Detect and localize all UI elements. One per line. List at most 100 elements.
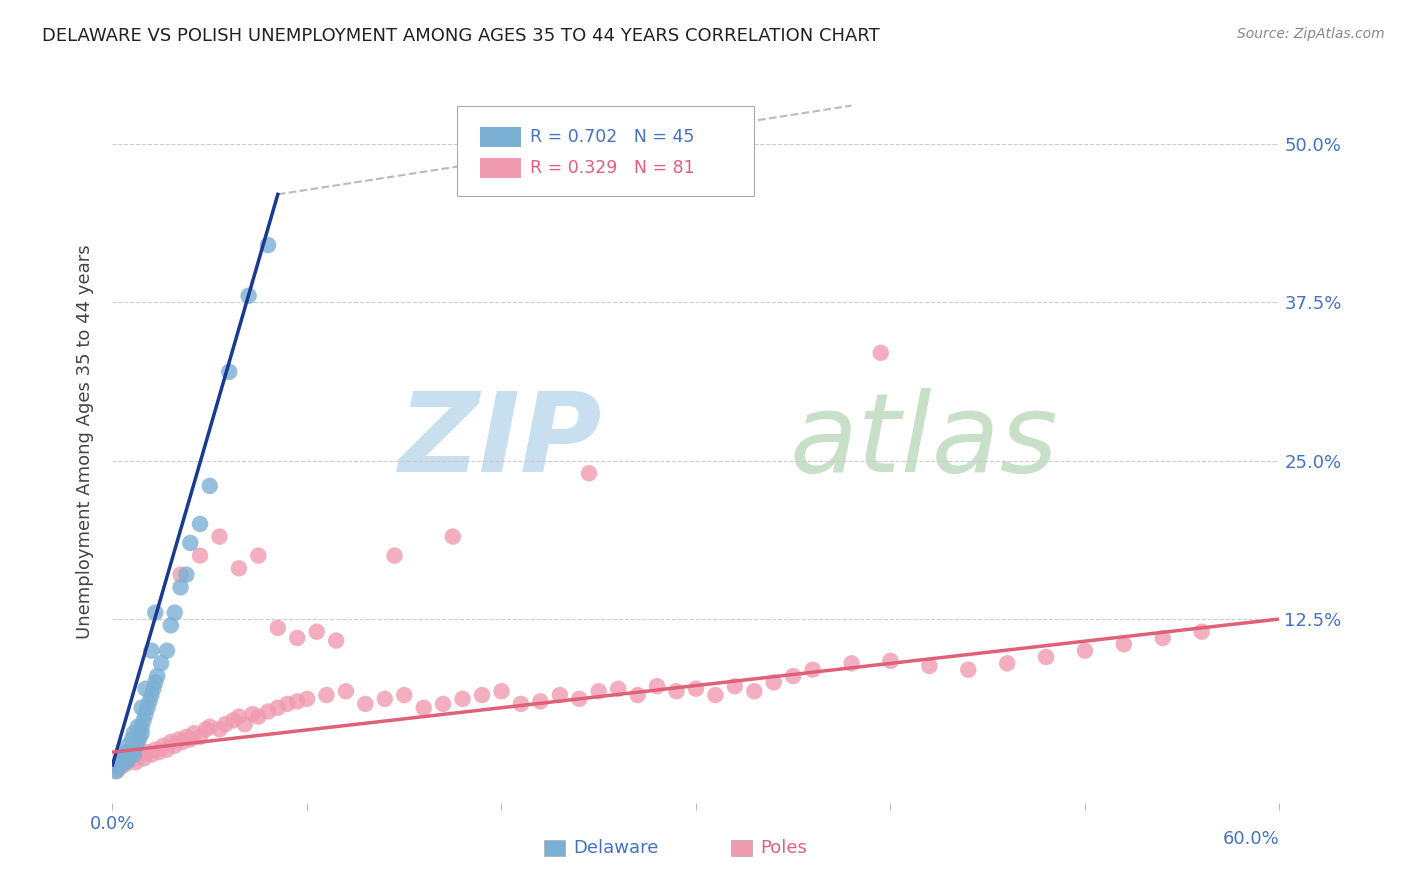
Point [1191,624,1213,639]
Point [141,747,163,762]
Text: R = 0.702   N = 45: R = 0.702 N = 45 [530,128,695,146]
Point [142,681,165,696]
Point [183,726,205,740]
Point [111,751,134,765]
Point [995,657,1018,671]
Point [143,675,166,690]
Point [176,567,198,582]
Point [150,657,173,671]
Point [548,688,571,702]
Point [782,669,804,683]
Point [167,732,190,747]
Point [194,723,217,737]
Text: Poles: Poles [761,838,807,856]
Point [132,751,155,765]
Point [121,751,143,765]
Point [188,730,211,744]
Point [214,717,236,731]
Point [276,697,298,711]
Point [188,516,211,531]
Point [107,760,129,774]
Point [918,659,941,673]
FancyBboxPatch shape [479,158,520,178]
Point [115,745,138,759]
Text: 60.0%: 60.0% [1223,830,1279,848]
Point [131,720,153,734]
Point [122,747,145,762]
Point [135,681,157,696]
Point [645,679,668,693]
FancyBboxPatch shape [457,105,755,196]
Point [156,643,179,657]
Point [247,549,270,563]
Text: atlas: atlas [789,388,1057,495]
Point [257,238,280,252]
Point [441,530,464,544]
Point [105,764,128,778]
Point [315,688,337,702]
Point [432,697,454,711]
Point [136,745,159,759]
Point [117,739,139,753]
Point [1074,643,1097,657]
Point [160,618,183,632]
Point [335,684,357,698]
Point [121,732,143,747]
Point [247,709,270,723]
Point [374,691,396,706]
FancyBboxPatch shape [479,128,520,147]
Point [163,606,186,620]
Point [218,365,240,379]
Point [285,694,308,708]
Point [509,697,531,711]
Point [607,681,630,696]
Point [685,681,707,696]
Point [143,606,166,620]
Point [233,717,256,731]
Point [762,675,785,690]
Point [146,669,169,683]
Point [491,684,513,698]
Point [744,684,766,698]
Point [879,654,901,668]
Point [801,663,824,677]
Point [257,705,280,719]
Point [160,735,183,749]
FancyBboxPatch shape [544,839,565,855]
Point [163,739,186,753]
Point [451,691,474,706]
Point [285,631,308,645]
Text: Delaware: Delaware [574,838,659,856]
Point [121,742,143,756]
Point [228,561,250,575]
Point [242,707,264,722]
Point [394,688,416,702]
Point [112,757,135,772]
Point [295,691,318,706]
Point [1112,637,1135,651]
Point [198,479,221,493]
Point [841,657,863,671]
Point [325,633,347,648]
Point [627,688,650,702]
Point [1035,650,1057,665]
Y-axis label: Unemployment Among Ages 35 to 44 years: Unemployment Among Ages 35 to 44 years [76,244,94,639]
Point [138,694,160,708]
Point [267,700,290,714]
Point [869,346,891,360]
Point [568,691,591,706]
Point [267,621,290,635]
Point [704,688,727,702]
Point [111,756,134,770]
Point [957,663,980,677]
Point [131,700,153,714]
Point [141,688,163,702]
Point [179,732,201,747]
Point [127,735,149,749]
Point [127,720,149,734]
Point [169,580,191,594]
Text: R = 0.329   N = 81: R = 0.329 N = 81 [530,159,695,177]
Point [136,700,159,714]
Point [1152,631,1174,645]
Point [198,720,221,734]
